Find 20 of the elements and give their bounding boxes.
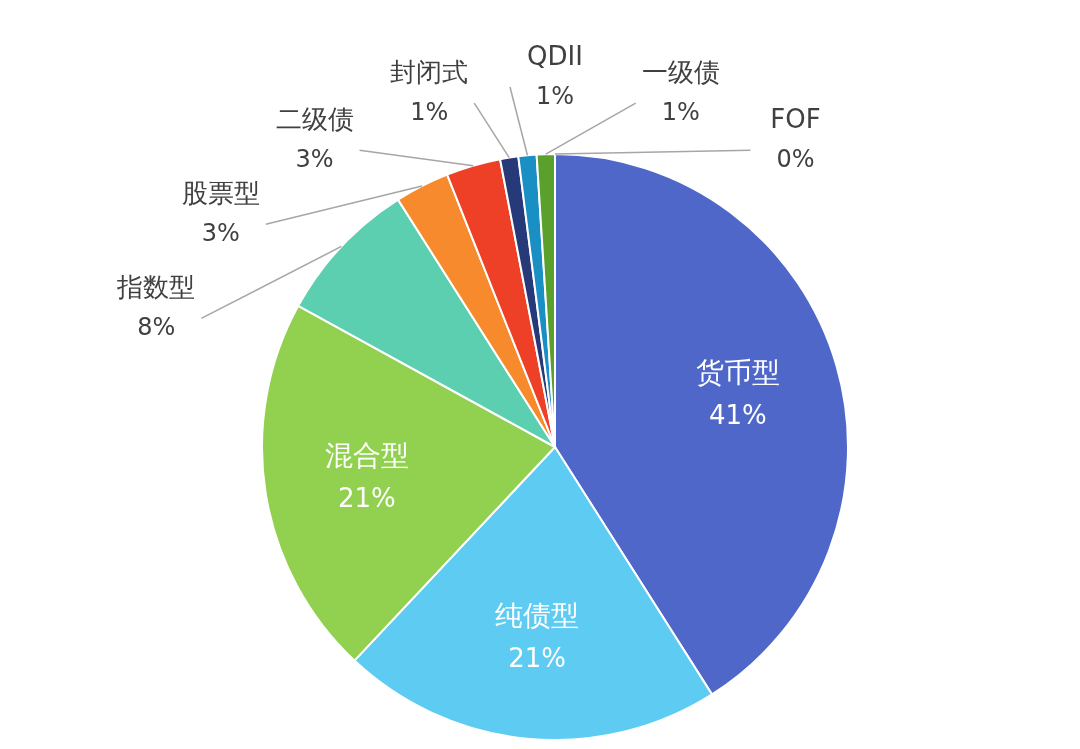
slice-label: 封闭式 — [390, 57, 469, 88]
slice-label: 货币型 — [695, 355, 780, 389]
slice-label: 纯债型 — [495, 598, 580, 632]
data-label: 8% — [137, 313, 176, 342]
slice-label: 混合型 — [324, 438, 409, 472]
data-label: 1% — [410, 98, 449, 127]
text: 0% — [776, 145, 815, 174]
data-label: 41% — [708, 399, 767, 430]
slice-label: 指数型 — [116, 272, 196, 303]
data-label: 1% — [535, 82, 575, 110]
data-label: 21% — [338, 482, 396, 513]
slice-label: 二级债 — [275, 104, 354, 135]
slice-label: QDII — [527, 41, 583, 71]
category-label: FOF — [770, 104, 821, 135]
data-label: 3% — [201, 219, 240, 248]
data-label: 21% — [508, 642, 566, 673]
data-label: 1% — [661, 98, 700, 127]
slice-label: 一级债 — [641, 57, 720, 88]
slice-label: 股票型 — [181, 178, 260, 209]
data-label: 3% — [295, 145, 334, 174]
